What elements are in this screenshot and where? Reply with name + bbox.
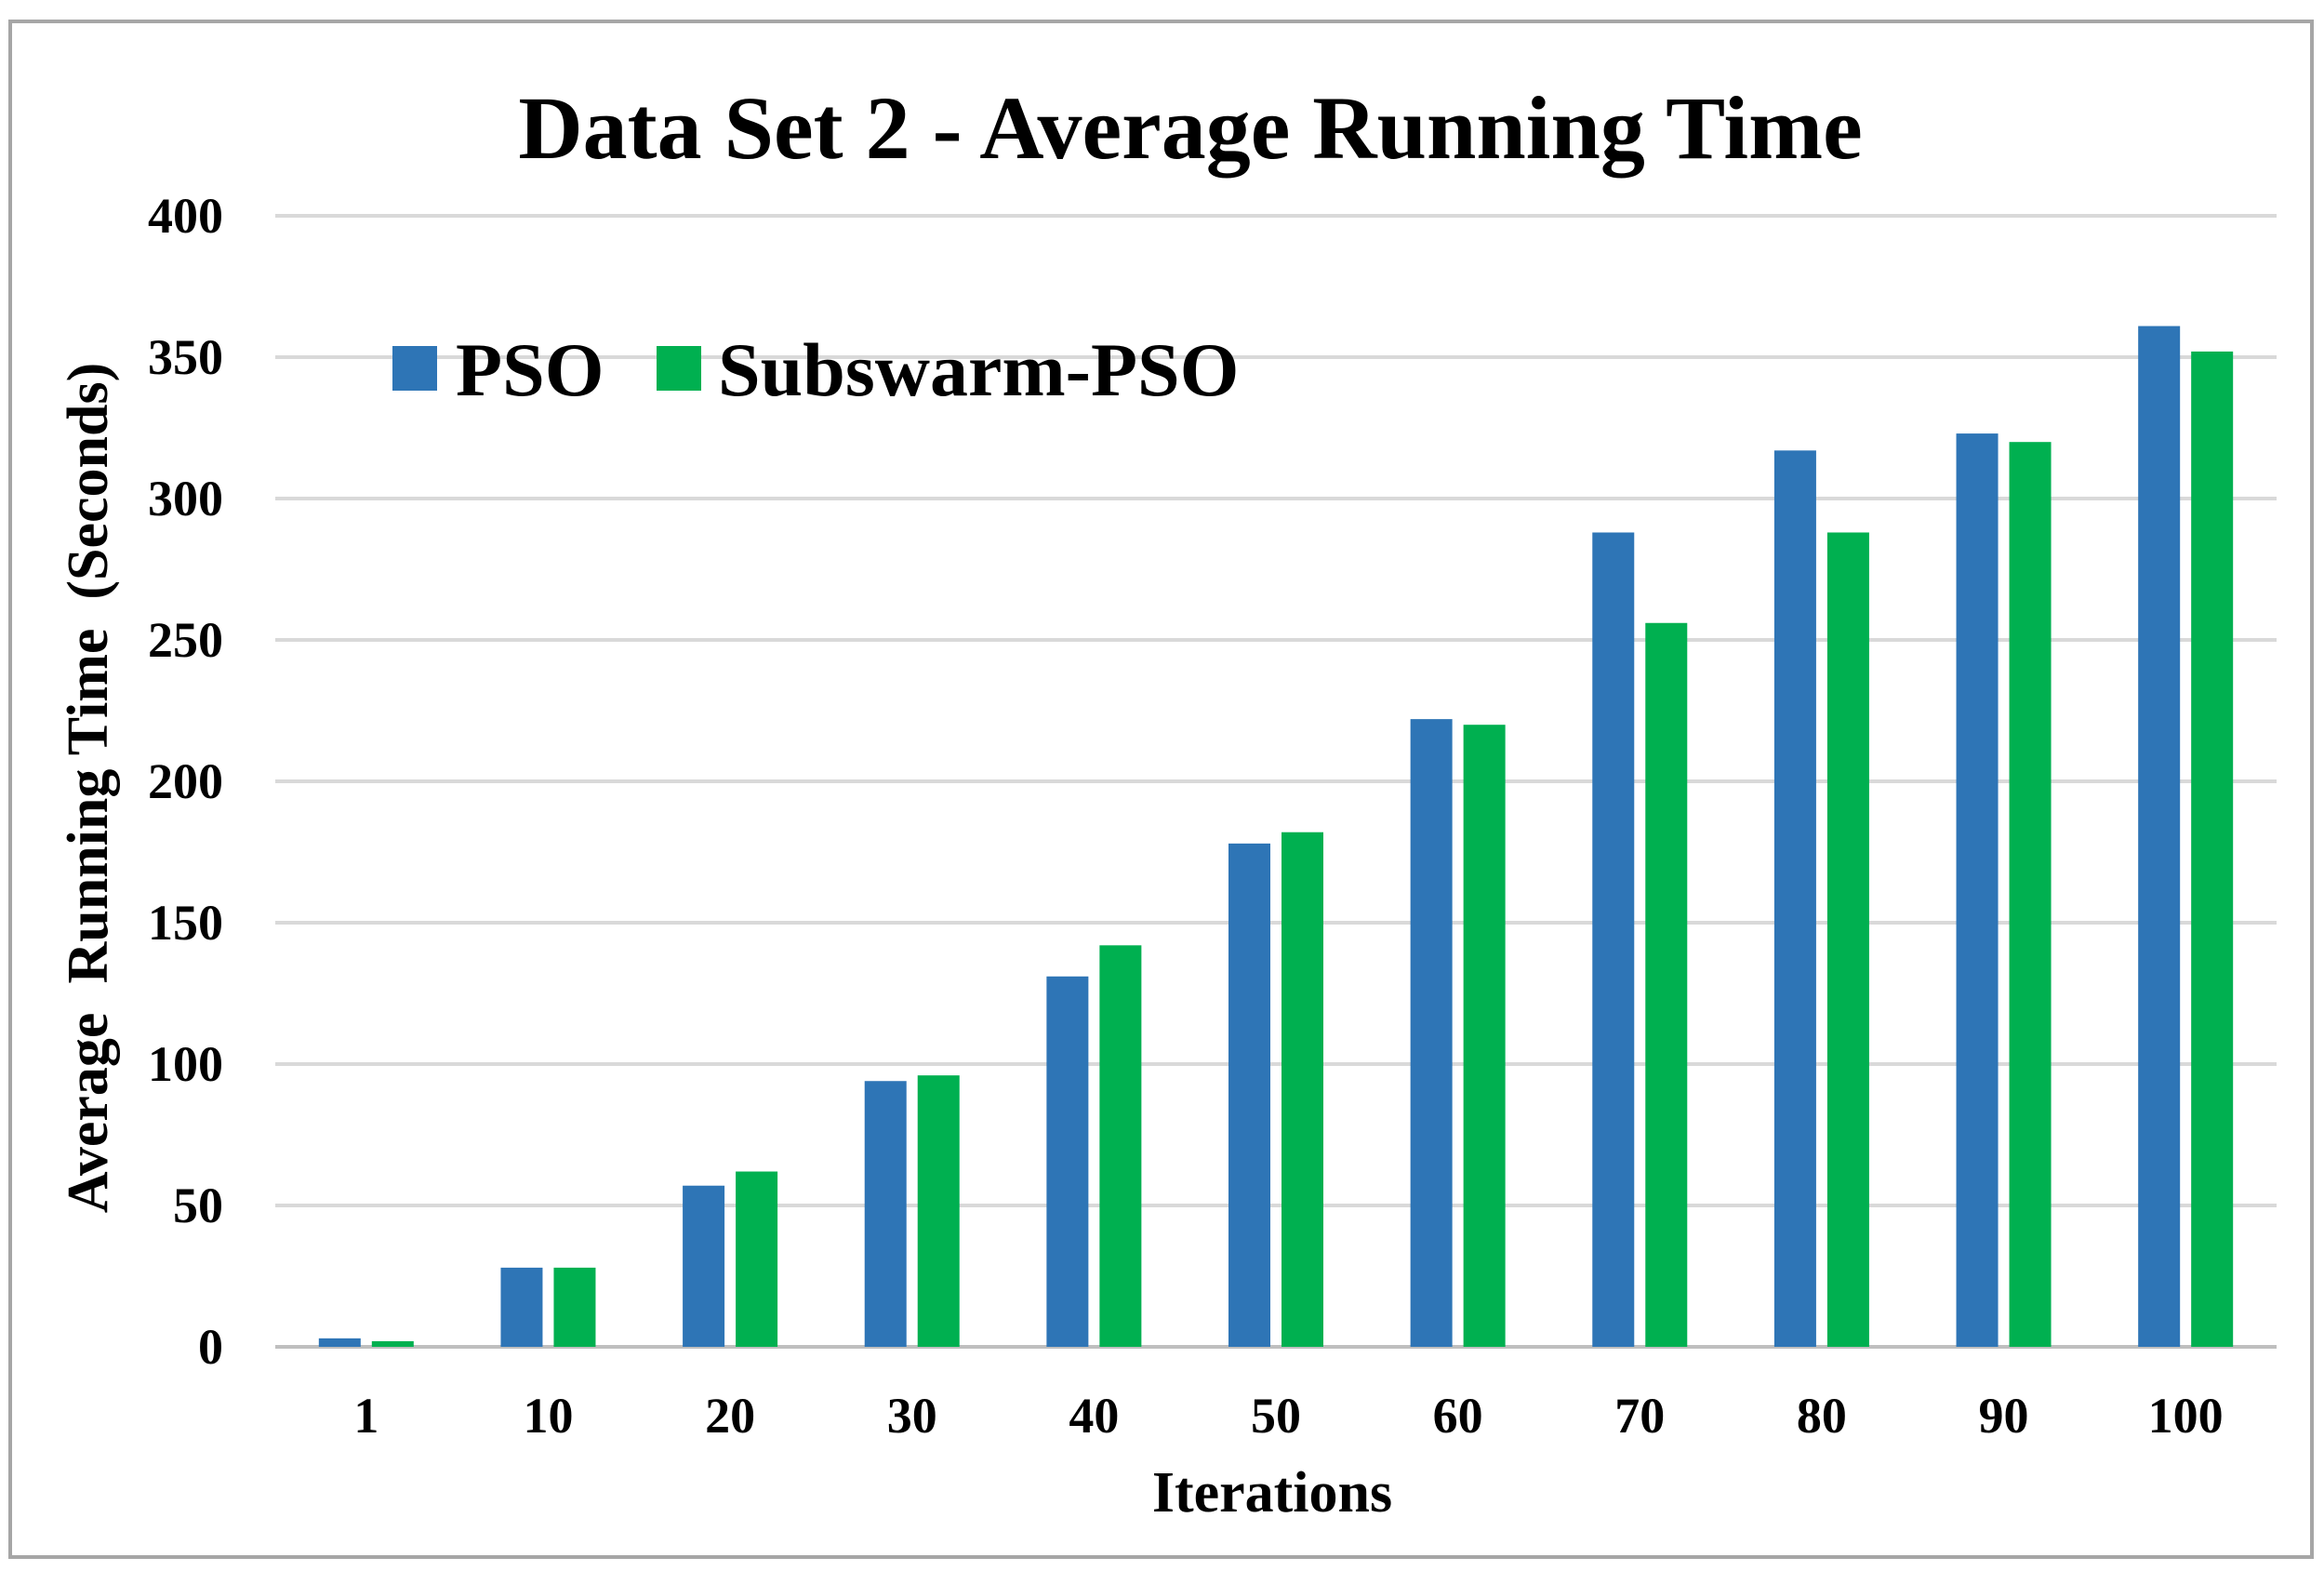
legend-label-pso: PSO bbox=[456, 327, 604, 412]
x-tick-label: 90 bbox=[1979, 1388, 2029, 1444]
bar-subswarm-pso-10 bbox=[553, 1267, 596, 1347]
bar-subswarm-pso-1 bbox=[371, 1340, 414, 1347]
bar-pso-80 bbox=[1773, 450, 1816, 1347]
bar-pso-60 bbox=[1410, 719, 1453, 1347]
bar-pso-1 bbox=[318, 1338, 361, 1347]
y-tick-label: 350 bbox=[148, 329, 223, 385]
x-axis-ticks: 1 10 20 30 40 50 60 70 80 90 100 bbox=[353, 1388, 2223, 1444]
bar-subswarm-pso-50 bbox=[1282, 832, 1323, 1347]
bar-pso-30 bbox=[864, 1081, 907, 1347]
y-tick-label: 250 bbox=[148, 612, 223, 668]
x-tick-label: 20 bbox=[705, 1388, 755, 1444]
bar-subswarm-pso-60 bbox=[1463, 725, 1506, 1347]
y-tick-label: 300 bbox=[148, 471, 223, 526]
chart-title: Data Set 2 - Average Running Time bbox=[518, 78, 1862, 178]
legend: PSO Subswarm-PSO bbox=[392, 327, 1239, 412]
bar-subswarm-pso-80 bbox=[1826, 532, 1869, 1347]
gridlines bbox=[275, 214, 2277, 1349]
legend-label-subswarm-pso: Subswarm-PSO bbox=[718, 327, 1239, 412]
bar-subswarm-pso-40 bbox=[1099, 945, 1142, 1347]
y-tick-label: 0 bbox=[198, 1319, 223, 1375]
x-tick-label: 50 bbox=[1251, 1388, 1301, 1444]
bar-pso-20 bbox=[683, 1185, 725, 1347]
bar-subswarm-pso-20 bbox=[736, 1171, 778, 1347]
bar-subswarm-pso-90 bbox=[2009, 442, 2052, 1347]
bar-subswarm-pso-100 bbox=[2191, 351, 2234, 1347]
y-tick-label: 50 bbox=[173, 1178, 223, 1233]
bar-pso-50 bbox=[1228, 843, 1270, 1347]
legend-swatch-subswarm-pso bbox=[657, 346, 701, 391]
y-tick-label: 200 bbox=[148, 753, 223, 809]
bar-subswarm-pso-70 bbox=[1645, 622, 1688, 1347]
x-tick-label: 40 bbox=[1069, 1388, 1119, 1444]
y-tick-label: 150 bbox=[148, 895, 223, 951]
x-tick-label: 60 bbox=[1433, 1388, 1483, 1444]
y-axis-title: Average Running Time (Seconds) bbox=[57, 363, 120, 1214]
bar-pso-70 bbox=[1592, 532, 1635, 1347]
x-tick-label: 70 bbox=[1614, 1388, 1665, 1444]
y-tick-label: 400 bbox=[148, 188, 223, 244]
bars bbox=[318, 326, 2234, 1348]
bar-pso-90 bbox=[1956, 433, 1999, 1348]
x-tick-label: 10 bbox=[523, 1388, 573, 1444]
y-tick-label: 100 bbox=[148, 1036, 223, 1092]
bar-pso-40 bbox=[1046, 976, 1089, 1347]
bar-pso-10 bbox=[500, 1267, 543, 1347]
bar-pso-100 bbox=[2138, 326, 2181, 1347]
x-tick-label: 100 bbox=[2148, 1388, 2224, 1444]
chart-border bbox=[8, 20, 2314, 1559]
bar-subswarm-pso-30 bbox=[917, 1075, 960, 1347]
x-tick-label: 80 bbox=[1797, 1388, 1847, 1444]
y-axis-ticks: 0 50 100 150 200 250 300 350 400 bbox=[148, 188, 223, 1375]
x-tick-label: 1 bbox=[353, 1388, 378, 1444]
x-axis-title: Iterations bbox=[1152, 1461, 1392, 1524]
x-tick-label: 30 bbox=[887, 1388, 937, 1444]
legend-swatch-pso bbox=[392, 346, 437, 391]
